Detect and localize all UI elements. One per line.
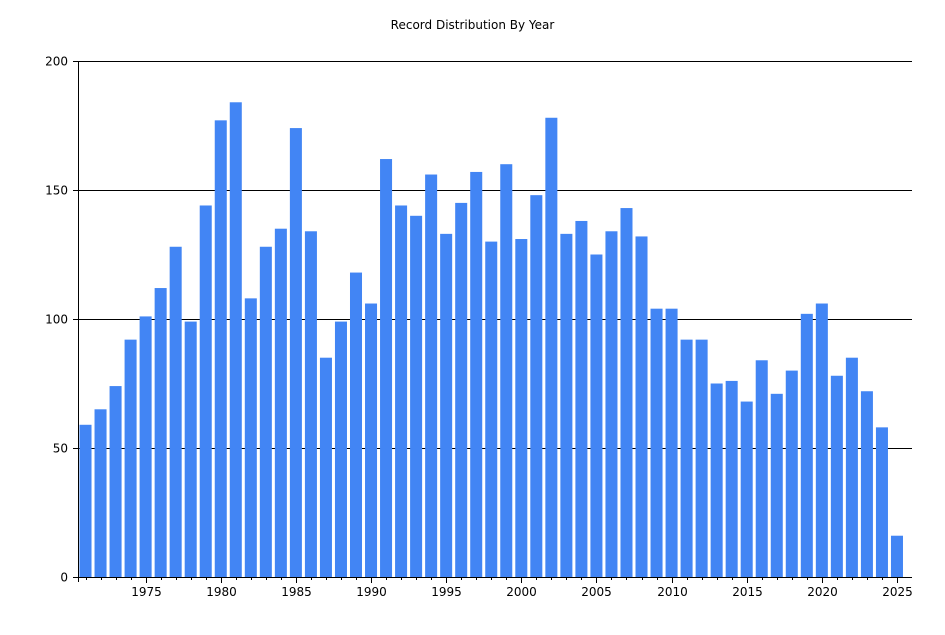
bar-1988 bbox=[334, 321, 347, 577]
bar-1986 bbox=[304, 231, 317, 577]
bar-1999 bbox=[500, 164, 513, 577]
bar-1978 bbox=[184, 321, 197, 577]
x-tick-label-2025: 2025 bbox=[882, 585, 913, 599]
bar-1979 bbox=[199, 205, 212, 578]
bar-2017 bbox=[770, 393, 783, 577]
bar-1997 bbox=[470, 171, 483, 577]
bar-1982 bbox=[244, 298, 257, 577]
bar-1987 bbox=[319, 357, 332, 577]
bar-2020 bbox=[815, 303, 828, 577]
y-tick-label-200: 200 bbox=[45, 55, 68, 69]
x-tick-label-1995: 1995 bbox=[431, 585, 462, 599]
bar-2025 bbox=[890, 535, 903, 577]
x-axis-ticks: 1975 1980 1985 1990 1995 2000 2005 2010 2015 2020… bbox=[86, 577, 913, 599]
x-tick-label-2015: 2015 bbox=[732, 585, 763, 599]
bar-2000 bbox=[515, 239, 528, 577]
x-tick-label-1985: 1985 bbox=[281, 585, 312, 599]
y-tick-label-50: 50 bbox=[53, 442, 68, 456]
y-tick-label-100: 100 bbox=[45, 313, 68, 327]
bar-2012 bbox=[695, 339, 708, 577]
bar-1998 bbox=[485, 241, 498, 577]
bars bbox=[79, 102, 903, 578]
bar-1975 bbox=[139, 316, 152, 577]
bar-1983 bbox=[259, 246, 272, 577]
bar-2002 bbox=[545, 117, 558, 577]
bar-2022 bbox=[845, 357, 858, 577]
bar-1971 bbox=[79, 424, 92, 577]
y-axis-ticks: 0 50 100 150 200 bbox=[45, 55, 78, 585]
y-tick-label-0: 0 bbox=[60, 571, 68, 585]
x-tick-label-2020: 2020 bbox=[807, 585, 838, 599]
bar-1984 bbox=[274, 228, 287, 577]
bar-2015 bbox=[740, 401, 753, 577]
bar-2005 bbox=[590, 254, 603, 577]
x-tick-label-2000: 2000 bbox=[506, 585, 537, 599]
bar-1974 bbox=[124, 339, 137, 577]
bar-2018 bbox=[785, 370, 798, 577]
bar-1976 bbox=[154, 288, 167, 577]
bar-1992 bbox=[395, 205, 408, 578]
bar-2004 bbox=[575, 220, 588, 577]
bar-2010 bbox=[665, 308, 678, 577]
bar-2023 bbox=[860, 391, 873, 577]
bar-1996 bbox=[455, 202, 468, 577]
bar-2019 bbox=[800, 313, 813, 577]
x-tick-label-2005: 2005 bbox=[581, 585, 612, 599]
bar-2001 bbox=[530, 195, 543, 577]
bar-2011 bbox=[680, 339, 693, 577]
bar-2009 bbox=[650, 308, 663, 577]
bar-2006 bbox=[605, 231, 618, 577]
x-tick-label-2010: 2010 bbox=[657, 585, 688, 599]
bar-1995 bbox=[440, 233, 453, 578]
bar-1985 bbox=[289, 128, 302, 577]
bar-2014 bbox=[725, 380, 738, 577]
bar-1991 bbox=[380, 159, 393, 578]
bar-2016 bbox=[755, 360, 768, 577]
bar-1989 bbox=[349, 272, 363, 577]
bar-1980 bbox=[214, 120, 227, 577]
bar-2024 bbox=[875, 427, 888, 577]
axes bbox=[73, 61, 912, 582]
chart-title: Record Distribution By Year bbox=[390, 18, 555, 32]
bar-2021 bbox=[830, 375, 843, 577]
bar-1972 bbox=[94, 409, 107, 577]
x-tick-label-1980: 1980 bbox=[206, 585, 237, 599]
x-tick-label-1990: 1990 bbox=[356, 585, 387, 599]
y-tick-label-150: 150 bbox=[45, 184, 68, 198]
bar-2003 bbox=[560, 233, 573, 578]
bar-2007 bbox=[620, 208, 633, 577]
bar-2013 bbox=[710, 383, 723, 577]
bar-1990 bbox=[365, 303, 378, 577]
bar-1993 bbox=[410, 215, 423, 578]
bar-1994 bbox=[425, 174, 438, 577]
bar-1981 bbox=[229, 102, 242, 577]
bar-1973 bbox=[109, 386, 122, 577]
bar-1977 bbox=[169, 246, 182, 577]
bar-2008 bbox=[635, 236, 648, 577]
x-tick-label-1975: 1975 bbox=[131, 585, 162, 599]
